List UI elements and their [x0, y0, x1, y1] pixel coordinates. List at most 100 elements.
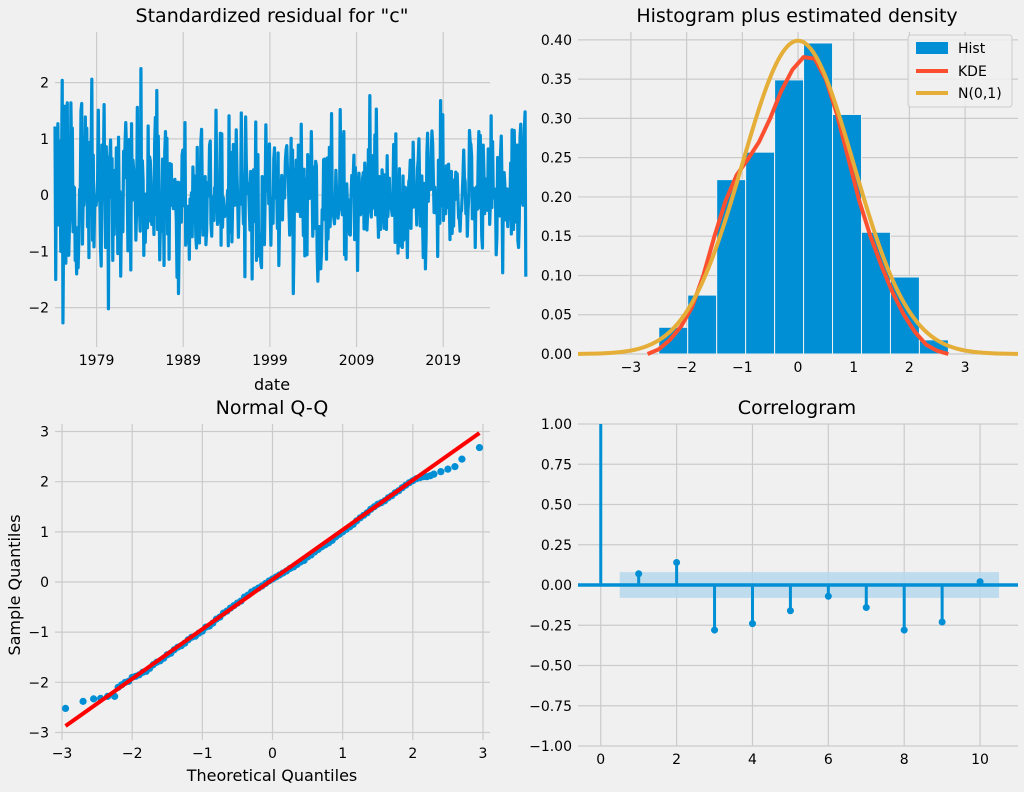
correlogram-xtick-label: 0	[596, 752, 605, 768]
qq-point	[61, 704, 70, 713]
qq-xtick-label: −1	[192, 746, 213, 762]
histogram-ytick-label: 0.05	[541, 308, 572, 324]
correlogram-ticks: 0 2 4 6 8 10 −1.00 −0.75 −0.50 −0.25 0.00 0.25 0.50 0…	[529, 417, 989, 768]
correlogram-ytick-label: −0.25	[529, 618, 572, 634]
qq-ytick-label: 3	[40, 425, 49, 441]
qq-point	[437, 468, 445, 476]
legend-normal-label: N(0,1)	[958, 86, 1002, 102]
histogram-panel: −3 −2 −1 0 1 2 3 0.00 0.05 0.10 0.15 0.20 0.25 0.30 0.…	[541, 5, 1019, 376]
qq-reference-line	[64, 431, 481, 728]
histogram-ytick-label: 0.15	[541, 229, 572, 245]
correlogram-ytick-label: 0.50	[541, 498, 572, 514]
qq-point	[475, 443, 484, 452]
qq-ytick-label: −2	[28, 675, 49, 691]
correlogram-ytick-label: 1.00	[541, 417, 572, 433]
qq-ytick-label: −3	[28, 725, 49, 741]
qq-point	[458, 455, 466, 463]
residual-ytick-label: −1	[28, 244, 49, 260]
residual-ytick-label: −2	[28, 301, 49, 317]
qq-xlabel: Theoretical Quantiles	[186, 766, 358, 785]
correlogram-marker	[748, 620, 756, 628]
residual-title: Standardized residual for "c"	[136, 5, 409, 27]
correlogram-marker	[900, 626, 908, 634]
histogram-ytick-label: 0.20	[541, 190, 572, 206]
normal-density-line	[577, 38, 1019, 356]
correlogram-title: Correlogram	[738, 397, 856, 419]
correlogram-stems	[578, 424, 1018, 634]
qq-ytick-label: 0	[40, 575, 49, 591]
residual-xtick-label: 1979	[79, 353, 115, 369]
qq-ytick-label: 1	[40, 525, 49, 541]
correlogram-marker	[635, 570, 643, 578]
qq-ticks: −3 −2 −1 0 1 2 3 −3 −2 −1 0 1 2 3	[28, 425, 487, 762]
qq-panel: −3 −2 −1 0 1 2 3 −3 −2 −1 0 1 2 3 Normal Q-Q Theoreti…	[5, 397, 490, 785]
histogram-bar	[774, 79, 805, 355]
histogram-xtick-label: 2	[905, 360, 914, 376]
histogram-ytick-label: 0.40	[541, 33, 572, 49]
density-lines	[577, 38, 1019, 356]
histogram-legend: Hist KDE N(0,1)	[907, 34, 1013, 108]
correlogram-xtick-label: 2	[672, 752, 681, 768]
qq-xtick-label: 2	[408, 746, 417, 762]
correlogram-xtick-label: 6	[824, 752, 833, 768]
histogram-xtick-label: −1	[732, 360, 753, 376]
correlogram-xtick-label: 8	[900, 752, 909, 768]
correlogram-ytick-label: 0.25	[541, 538, 572, 554]
correlogram-marker	[786, 607, 794, 615]
residual-xtick-label: 2009	[339, 353, 375, 369]
correlogram-marker	[711, 626, 719, 634]
residual-xlabel: date	[254, 375, 290, 394]
qq-point	[451, 463, 459, 471]
correlogram-ytick-label: −0.50	[529, 659, 572, 675]
histogram-ytick-label: 0.30	[541, 111, 572, 127]
histogram-ytick-label: 0.00	[541, 347, 572, 363]
qq-point	[444, 465, 452, 473]
histogram-xtick-label: −2	[676, 360, 697, 376]
residual-panel: 1979 1989 1999 2009 2019 −2 −1 0 1 2 Standardized…	[28, 5, 528, 394]
histogram-ticks: −3 −2 −1 0 1 2 3 0.00 0.05 0.10 0.15 0.20 0.25 0.30 0.…	[541, 33, 970, 376]
correlogram-marker	[673, 558, 681, 566]
residual-line	[53, 66, 528, 325]
histogram-ytick-label: 0.10	[541, 268, 572, 284]
legend-hist-label: Hist	[958, 41, 986, 57]
histogram-bars	[658, 42, 949, 355]
correlogram-ytick-label: 0.75	[541, 457, 572, 473]
qq-point	[89, 695, 98, 703]
correlogram-xtick-label: 4	[748, 752, 757, 768]
qq-xtick-label: −2	[122, 746, 143, 762]
correlogram-xtick-label: 10	[971, 752, 989, 768]
qq-ytick-label: 2	[40, 475, 49, 491]
correlogram-ytick-label: −0.75	[529, 699, 572, 715]
histogram-xtick-label: −3	[621, 360, 642, 376]
histogram-ytick-label: 0.25	[541, 151, 572, 167]
residual-ytick-label: 2	[40, 76, 49, 92]
histogram-bar	[803, 42, 834, 355]
qq-title: Normal Q-Q	[216, 397, 329, 419]
correlogram-marker	[824, 592, 832, 600]
residual-ytick-label: 0	[40, 188, 49, 204]
qq-ytick-label: −1	[28, 625, 49, 641]
correlogram-marker	[938, 618, 946, 626]
histogram-xtick-label: 1	[849, 360, 858, 376]
histogram-xtick-label: 3	[961, 360, 970, 376]
qq-ylabel: Sample Quantiles	[5, 514, 24, 655]
qq-xtick-label: 0	[268, 746, 277, 762]
qq-xtick-label: 3	[479, 746, 488, 762]
qq-point	[430, 470, 438, 478]
correlogram-ytick-label: −1.00	[529, 739, 572, 755]
qq-xtick-label: 1	[338, 746, 347, 762]
qq-point	[79, 697, 87, 705]
residual-xtick-label: 1999	[252, 353, 288, 369]
histogram-bar	[745, 151, 776, 355]
histogram-ytick-label: 0.35	[541, 72, 572, 88]
legend-kde-label: KDE	[958, 64, 987, 80]
histogram-title: Histogram plus estimated density	[636, 5, 957, 27]
correlogram-marker	[976, 578, 984, 586]
legend-hist-swatch	[916, 42, 948, 54]
qq-line	[64, 431, 481, 728]
residual-series	[53, 66, 528, 325]
residual-ticks: 1979 1989 1999 2009 2019 −2 −1 0 1 2	[28, 76, 461, 369]
correlogram-marker	[862, 604, 870, 612]
residual-xtick-label: 2019	[425, 353, 461, 369]
qq-xtick-label: −3	[52, 746, 73, 762]
